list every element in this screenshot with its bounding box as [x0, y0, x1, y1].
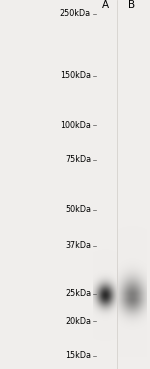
Text: A: A	[101, 0, 109, 10]
Text: 50kDa: 50kDa	[65, 206, 91, 214]
Text: 100kDa: 100kDa	[60, 121, 91, 130]
Text: 250kDa: 250kDa	[60, 10, 91, 18]
Text: 75kDa: 75kDa	[65, 155, 91, 165]
Text: B: B	[128, 0, 136, 10]
Text: 37kDa: 37kDa	[65, 241, 91, 251]
Text: 150kDa: 150kDa	[60, 72, 91, 80]
Text: 15kDa: 15kDa	[65, 352, 91, 361]
Text: 20kDa: 20kDa	[65, 317, 91, 325]
Text: 25kDa: 25kDa	[65, 290, 91, 299]
